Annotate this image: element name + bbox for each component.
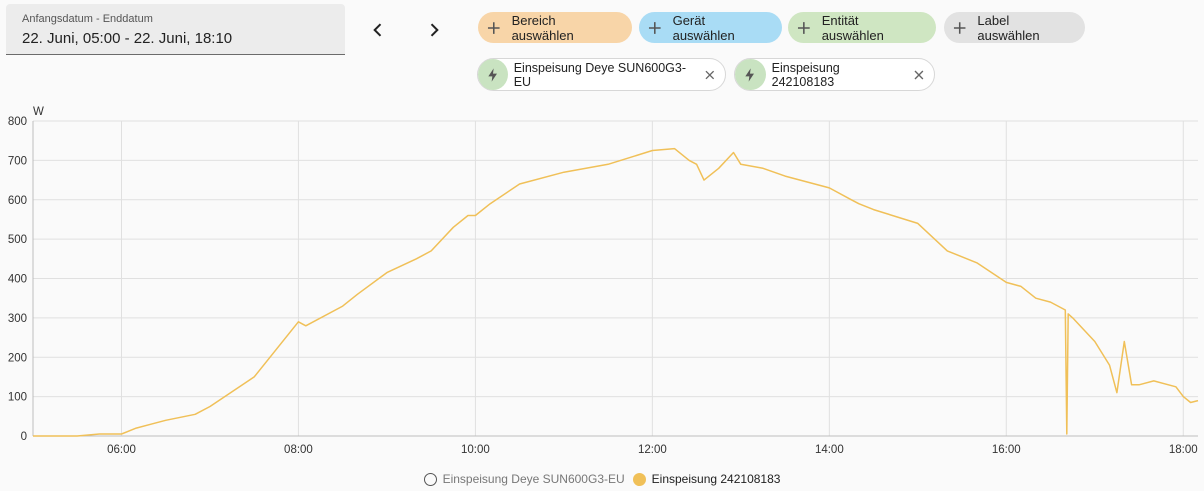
select-device-label: Gerät auswählen bbox=[672, 12, 735, 43]
y-tick-label: 300 bbox=[8, 313, 27, 325]
y-axis-label: W bbox=[33, 106, 44, 118]
x-tick-label: 06:00 bbox=[107, 444, 136, 456]
date-range-picker[interactable]: Anfangsdatum - Enddatum 22. Juni, 05:00 … bbox=[6, 4, 345, 55]
y-tick-label: 400 bbox=[8, 274, 27, 286]
next-period-button[interactable] bbox=[415, 11, 453, 49]
y-tick-label: 800 bbox=[8, 116, 27, 128]
x-tick-label: 16:00 bbox=[992, 444, 1021, 456]
x-tick-label: 08:00 bbox=[284, 444, 313, 456]
y-tick-label: 100 bbox=[8, 392, 27, 404]
y-tick-label: 200 bbox=[8, 352, 27, 364]
select-area-label: Bereich auswählen bbox=[511, 12, 574, 43]
select-label-chip[interactable]: Label auswählen bbox=[944, 12, 1085, 43]
plus-icon bbox=[953, 21, 966, 34]
power-line-chart[interactable]: 0 100 200 300 400 500 600 700 800 06:00 08:00 10:00… bbox=[0, 100, 1204, 468]
chevron-left-icon bbox=[373, 23, 382, 37]
x-tick-label: 18:00 bbox=[1169, 444, 1198, 456]
selected-entity-chip[interactable]: Einspeisung 242108183 bbox=[734, 58, 935, 91]
plus-icon bbox=[797, 21, 810, 34]
select-device-chip[interactable]: Gerät auswählen bbox=[639, 12, 782, 43]
legend-item-242108183[interactable]: Einspeisung 242108183 bbox=[632, 472, 781, 486]
x-tick-label: 10:00 bbox=[461, 444, 490, 456]
y-tick-label: 700 bbox=[8, 155, 27, 167]
date-range-label: Anfangsdatum - Enddatum bbox=[22, 13, 153, 25]
x-tick-label: 14:00 bbox=[815, 444, 844, 456]
select-area-chip[interactable]: Bereich auswählen bbox=[478, 12, 632, 43]
legend-item-deye[interactable]: Einspeisung Deye SUN600G3-EU bbox=[423, 472, 625, 486]
close-icon[interactable] bbox=[705, 70, 715, 80]
y-tick-label: 0 bbox=[21, 431, 27, 443]
legend-marker-hidden bbox=[423, 472, 437, 486]
date-range-value: 22. Juni, 05:00 - 22. Juni, 18:10 bbox=[22, 30, 233, 47]
x-tick-label: 12:00 bbox=[638, 444, 667, 456]
plus-icon bbox=[648, 21, 661, 34]
y-tick-label: 500 bbox=[8, 234, 27, 246]
plus-icon bbox=[487, 21, 500, 34]
select-entity-label: Entität auswählen bbox=[821, 12, 884, 43]
flash-icon bbox=[478, 59, 508, 90]
select-label-label: Label auswählen bbox=[977, 12, 1040, 43]
selected-entity-chip[interactable]: Einspeisung Deye SUN600G3-EU bbox=[477, 58, 726, 91]
legend-label: Einspeisung Deye SUN600G3-EU bbox=[442, 472, 625, 486]
legend-marker bbox=[632, 472, 646, 486]
chevron-right-icon bbox=[430, 23, 439, 37]
chart-legend: Einspeisung Deye SUN600G3-EU Einspeisung… bbox=[0, 472, 1204, 486]
selected-entity-label: Einspeisung Deye SUN600G3-EU bbox=[513, 60, 687, 89]
flash-icon bbox=[735, 59, 766, 90]
previous-period-button[interactable] bbox=[359, 11, 397, 49]
legend-label: Einspeisung 242108183 bbox=[651, 472, 781, 486]
y-tick-label: 600 bbox=[8, 195, 27, 207]
series-line-242108183 bbox=[33, 147, 1199, 437]
selected-entity-label: Einspeisung 242108183 bbox=[771, 60, 840, 89]
select-entity-chip[interactable]: Entität auswählen bbox=[788, 12, 936, 43]
close-icon[interactable] bbox=[914, 70, 924, 80]
